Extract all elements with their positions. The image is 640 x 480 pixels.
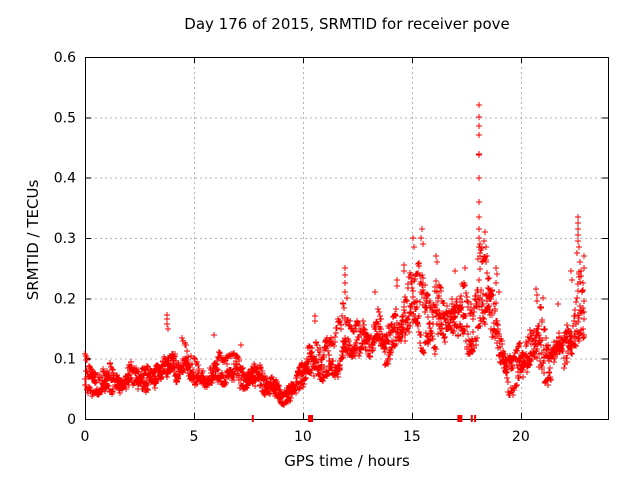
y-tick-label: 0 — [67, 412, 76, 428]
axis-ticks — [85, 57, 608, 420]
data-points — [82, 102, 587, 408]
x-tick-label: 5 — [189, 429, 198, 445]
y-tick-label: 0.3 — [54, 231, 76, 247]
tick-labels: 0 0.1 0.2 0.3 0.4 0.5 0.6 0 5 10 15 20 — [54, 50, 530, 445]
chart-title: Day 176 of 2015, SRMTID for receiver pov… — [184, 15, 510, 33]
y-tick-label: 0.1 — [54, 352, 76, 368]
x-tick-label: 15 — [403, 429, 421, 445]
x-axis-label: GPS time / hours — [284, 452, 410, 470]
y-tick-label: 0.5 — [54, 110, 76, 126]
y-tick-label: 0.6 — [54, 50, 76, 66]
y-tick-label: 0.4 — [54, 171, 76, 187]
x-tick-label: 10 — [294, 429, 312, 445]
baseline-marks — [251, 415, 477, 422]
y-tick-label: 0.2 — [54, 291, 76, 307]
y-axis-label: SRMTID / TECUs — [24, 179, 42, 301]
x-tick-label: 20 — [512, 429, 530, 445]
x-tick-label: 0 — [81, 429, 90, 445]
